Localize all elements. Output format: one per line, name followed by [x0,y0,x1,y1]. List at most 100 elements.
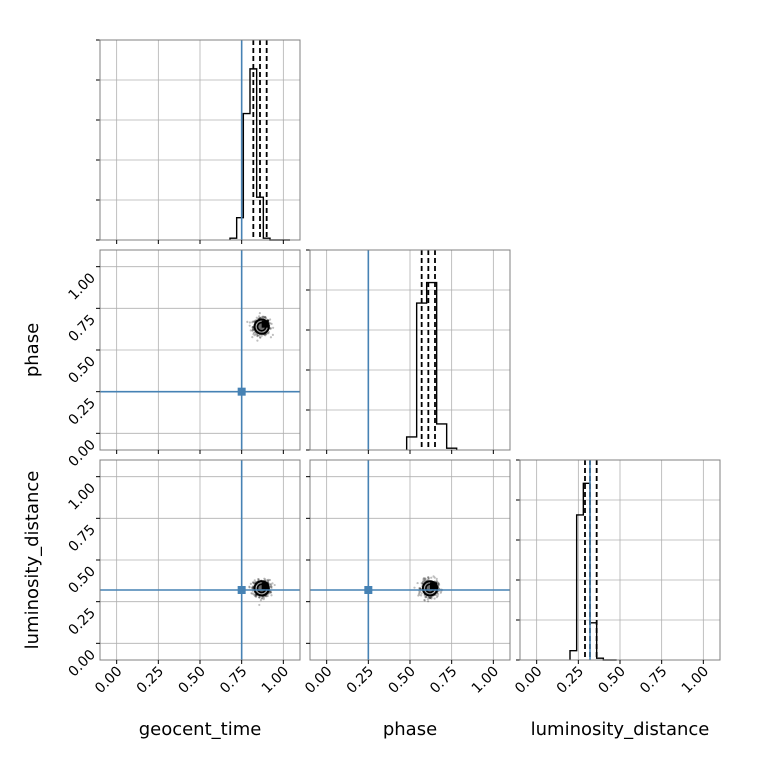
sample-point [253,320,256,323]
sample-point [249,329,252,332]
sample-point [420,582,423,585]
sample-point [264,315,267,319]
sample-point [423,594,426,597]
sample-point [266,578,269,582]
sample-point [420,592,423,595]
sample-point [257,577,260,581]
sample-point [265,595,268,598]
density-peak [261,320,269,328]
x-tick-label: 0.75 [637,664,670,697]
y-tick-label: 0.75 [65,522,98,555]
sample-point [266,594,269,598]
sample-point [254,595,257,598]
sample-point [263,596,266,599]
sample-point [271,582,274,585]
sample-point [270,594,273,597]
sample-point [268,318,272,321]
sample-point [249,582,252,585]
sample-point [426,576,430,579]
histogram-phase [405,281,458,450]
sample-point [264,334,267,337]
x-tick-label: 0.25 [554,664,587,697]
y-tick-label: 1.00 [65,480,98,513]
sample-point [269,583,272,587]
sample-point [271,333,274,336]
sample-point [422,577,425,581]
y-tick-label: 0.00 [65,437,98,470]
sample-point [270,585,273,588]
sample-point [252,333,255,336]
sample-point [437,582,440,585]
x-label-luminosity-distance: luminosity_distance [531,719,710,740]
sample-point [266,580,270,583]
sample-point [433,597,436,600]
sample-point [269,591,273,594]
x-tick-label: 1.00 [469,664,502,697]
sample-point [413,586,416,589]
sample-point [257,578,260,581]
x-label-geocent-time: geocent_time [139,719,262,740]
y-tick-label: 0.50 [65,354,98,387]
sample-point [270,586,273,590]
sample-point [272,326,275,329]
panel-luminosity_distance-vs-geocent_time: 0.00 0.25 0.50 0.75 1.000.000.250.500.751.00 [65,459,301,697]
sample-point [434,593,438,597]
sample-point [418,587,421,590]
sample-point [248,324,251,327]
sample-point [251,336,254,339]
sample-point [430,576,433,579]
y-tick-label: 0.25 [65,605,98,638]
sample-point [263,316,267,319]
sample-point [251,325,255,329]
sample-point [255,595,258,598]
sample-point [251,326,254,329]
sample-point [259,336,262,339]
sample-point [258,312,261,315]
y-label-phase: phase [22,323,43,377]
sample-point [433,576,436,579]
y-tick-label: 0.25 [65,395,98,428]
sample-point [432,575,435,578]
sample-point [427,576,430,579]
sample-point [430,597,433,600]
sample-point [435,579,438,582]
sample-point [268,578,272,582]
y-tick-label: 0.75 [65,312,98,345]
sample-point [255,316,258,319]
sample-point [429,596,432,599]
sample-point [435,577,438,580]
sample-point [252,593,255,596]
sample-point [251,586,254,590]
panel-phase-vs-geocent_time: 0.00 0.25 0.50 0.75 1.00 [65,249,301,470]
sample-point [256,339,259,342]
sample-point [418,587,421,590]
sample-point [251,321,254,324]
sample-point [424,577,427,580]
y-tick-label: 0.50 [65,564,98,597]
sample-point [252,582,255,585]
sample-point [269,322,272,325]
sample-point [268,582,271,585]
y-tick-label: 0.00 [65,647,98,680]
sample-point [428,597,432,600]
sample-point [427,600,430,603]
sample-point [257,595,261,599]
sample-point [260,334,263,337]
density-peak [261,582,269,590]
sample-point [253,334,256,337]
sample-point [429,596,432,599]
x-tick-label: 0.50 [595,664,628,697]
sample-point [269,327,273,330]
sample-point [429,596,432,600]
sample-point [424,577,427,581]
x-tick-label: 0.50 [175,664,208,697]
sample-point [428,597,431,600]
sample-point [270,585,273,588]
sample-point [262,598,265,601]
panel-luminosity_distance-vs-luminosity_distance: 0.00 0.25 0.50 0.75 1.00 [512,459,721,697]
sample-point [424,596,427,599]
sample-point [261,315,264,319]
sample-point [251,586,254,589]
sample-point [258,596,261,599]
